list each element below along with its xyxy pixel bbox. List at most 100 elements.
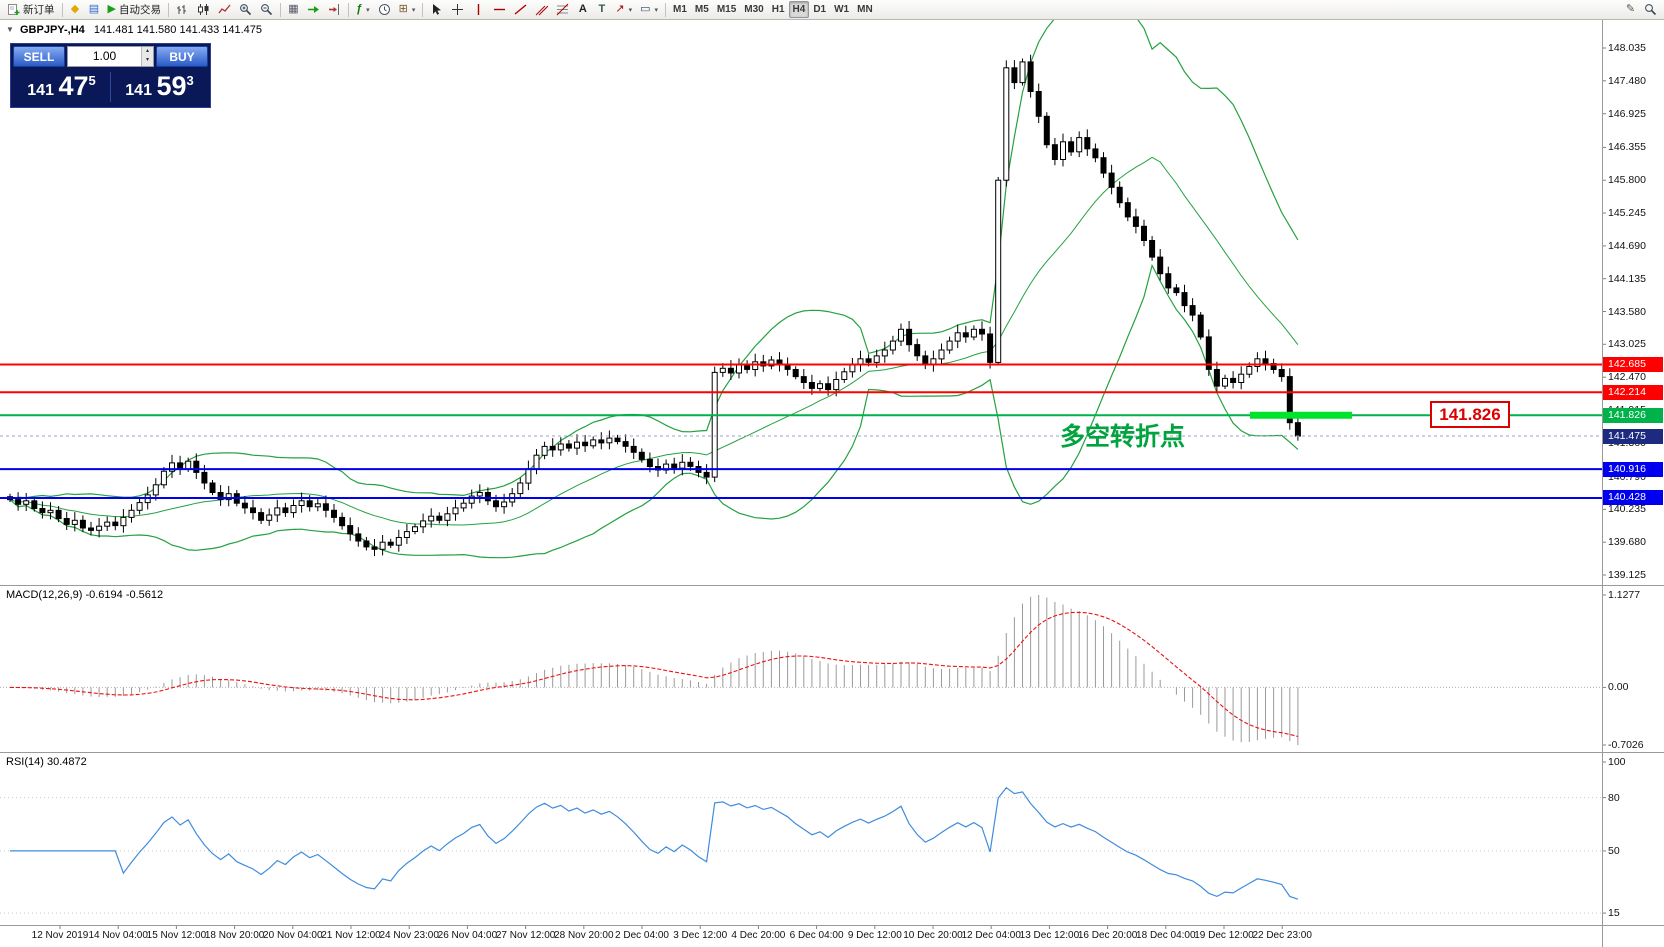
toolbar-separator — [279, 2, 281, 17]
edit-button[interactable]: ✎ — [1621, 1, 1640, 18]
trendline-button[interactable] — [510, 1, 531, 18]
metaeditor-button[interactable]: ◆ — [66, 1, 85, 18]
panel-separator-timeaxis — [0, 925, 1664, 926]
autotrading-button[interactable]: ▶ 自动交易 — [104, 1, 165, 18]
market-watch-button[interactable]: ▤ — [85, 1, 104, 18]
chart-bars-button[interactable] — [172, 1, 193, 18]
text-button[interactable]: A — [573, 1, 592, 18]
bid-price: 141 475 — [13, 71, 110, 102]
indicators-icon: ƒ — [355, 3, 363, 15]
panel-separator-macd[interactable] — [0, 585, 1664, 586]
macd-signal-line — [9, 611, 1299, 738]
timeframe-h4-button[interactable]: H4 — [788, 1, 810, 18]
one-click-toggle[interactable]: ▼ — [6, 25, 14, 34]
toolbar-separator — [665, 2, 666, 17]
toolbar-separator — [61, 2, 63, 17]
buy-button[interactable]: BUY — [156, 46, 208, 67]
bid-main: 141 — [27, 82, 54, 99]
horizontal-line-icon — [494, 8, 506, 11]
bollinger-bands — [9, 0, 1299, 559]
shapes-button[interactable]: ▭ ▾ — [636, 1, 662, 18]
chart-line-button[interactable] — [214, 1, 235, 18]
new-order-label: 新订单 — [23, 4, 55, 16]
ask-sup: 3 — [186, 73, 194, 88]
indicators-button[interactable]: ƒ ▾ — [352, 1, 374, 18]
chart-shift-button[interactable] — [324, 1, 345, 18]
trendline-icon — [514, 4, 527, 15]
periods-button[interactable] — [374, 1, 395, 18]
ask-main: 141 — [125, 82, 152, 99]
horizontal-line-button[interactable] — [489, 1, 510, 18]
toolbar-separator — [347, 2, 349, 17]
chart-candles-button[interactable] — [193, 1, 214, 18]
volume-down-icon[interactable]: ▾ — [145, 57, 149, 63]
market-watch-icon: ▤ — [88, 3, 100, 15]
toolbar-separator — [167, 2, 169, 17]
timeframe-d1-button[interactable]: D1 — [809, 1, 830, 18]
main-toolbar: 新订单 ◆ ▤ ▶ 自动交易 ▦ ƒ ▾ ⊞ ▾ A T ↗ ▾ ▭ ▾ M1 M5 M… — [0, 0, 1664, 20]
chart-annotation-text[interactable]: 多空转折点 — [1060, 423, 1186, 451]
cursor-button[interactable] — [426, 1, 447, 18]
autotrading-label: 自动交易 — [118, 4, 161, 16]
bar-chart-icon — [176, 5, 186, 14]
vertical-line-button[interactable] — [468, 1, 489, 18]
volume-value[interactable]: 1.00 — [92, 49, 117, 63]
magnifier-button[interactable] — [1640, 1, 1661, 18]
magnifier-icon — [1645, 4, 1657, 16]
tile-windows-button[interactable]: ▦ — [284, 1, 303, 18]
channel-button[interactable] — [531, 1, 552, 18]
templates-button[interactable]: ⊞ ▾ — [395, 1, 420, 18]
bid-big: 47 — [58, 71, 89, 101]
panel-separator-rsi[interactable] — [0, 752, 1664, 753]
rsi-panel — [0, 761, 1606, 914]
timeframe-h1-button[interactable]: H1 — [768, 1, 789, 18]
arrows-button[interactable]: ↗ ▾ — [611, 1, 636, 18]
text-icon: A — [578, 3, 587, 15]
volume-field[interactable]: 1.00 ▴ ▾ — [67, 46, 154, 67]
autotrading-play-icon: ▶ — [107, 3, 116, 15]
ask-big: 59 — [156, 71, 187, 101]
dropdown-arrow-icon: ▾ — [411, 6, 416, 14]
new-order-button[interactable]: 新订单 — [3, 1, 59, 18]
shapes-icon: ▭ — [640, 3, 651, 15]
text-label-button[interactable]: T — [592, 1, 611, 18]
auto-scroll-button[interactable] — [303, 1, 324, 18]
price-alert-label[interactable]: 141.826 — [1430, 401, 1510, 428]
rsi-line — [10, 786, 1299, 900]
bid-sup: 5 — [88, 73, 96, 88]
timeframe-m1-button[interactable]: M1 — [669, 1, 691, 18]
candlestick-series — [7, 54, 1301, 557]
new-order-icon — [8, 4, 20, 15]
zoom-out-button[interactable] — [256, 1, 277, 18]
candlestick-icon — [197, 4, 209, 15]
timeframe-mn-button[interactable]: MN — [853, 1, 877, 18]
pencil-icon: ✎ — [1625, 3, 1636, 15]
cursor-icon — [433, 4, 442, 15]
auto-scroll-icon — [307, 6, 319, 13]
volume-spinner[interactable]: ▴ ▾ — [141, 47, 153, 66]
trade-panel-prices: 141 475 141 593 — [13, 68, 208, 105]
clock-icon — [378, 4, 390, 15]
trade-panel-contro1s: SELL 1.00 ▴ ▾ BUY — [13, 46, 208, 67]
vertical-line-icon — [478, 4, 480, 15]
symbol-ohlc-label: GBPJPY-,H4 141.481 141.580 141.433 141.47… — [20, 24, 262, 36]
timeframe-m30-button[interactable]: M30 — [740, 1, 767, 18]
metaeditor-icon: ◆ — [70, 3, 80, 15]
zoom-in-button[interactable] — [235, 1, 256, 18]
zoom-in-icon — [240, 4, 252, 16]
volume-up-icon[interactable]: ▴ — [145, 48, 149, 54]
line-chart-icon — [218, 4, 231, 14]
horizontal-lines — [0, 363, 1602, 499]
timeframe-m15-button[interactable]: M15 — [713, 1, 740, 18]
tile-windows-icon: ▦ — [288, 3, 299, 15]
fibonacci-button[interactable] — [552, 1, 573, 18]
macd-panel — [0, 594, 1606, 746]
toolbar-right-group: ✎ — [1621, 1, 1661, 18]
toolbar-separator — [422, 2, 424, 17]
timeframe-w1-button[interactable]: W1 — [830, 1, 853, 18]
price-axis-border[interactable] — [1602, 20, 1603, 947]
timeframe-m5-button[interactable]: M5 — [691, 1, 713, 18]
sell-button[interactable]: SELL — [13, 46, 65, 67]
crosshair-button[interactable] — [447, 1, 468, 18]
